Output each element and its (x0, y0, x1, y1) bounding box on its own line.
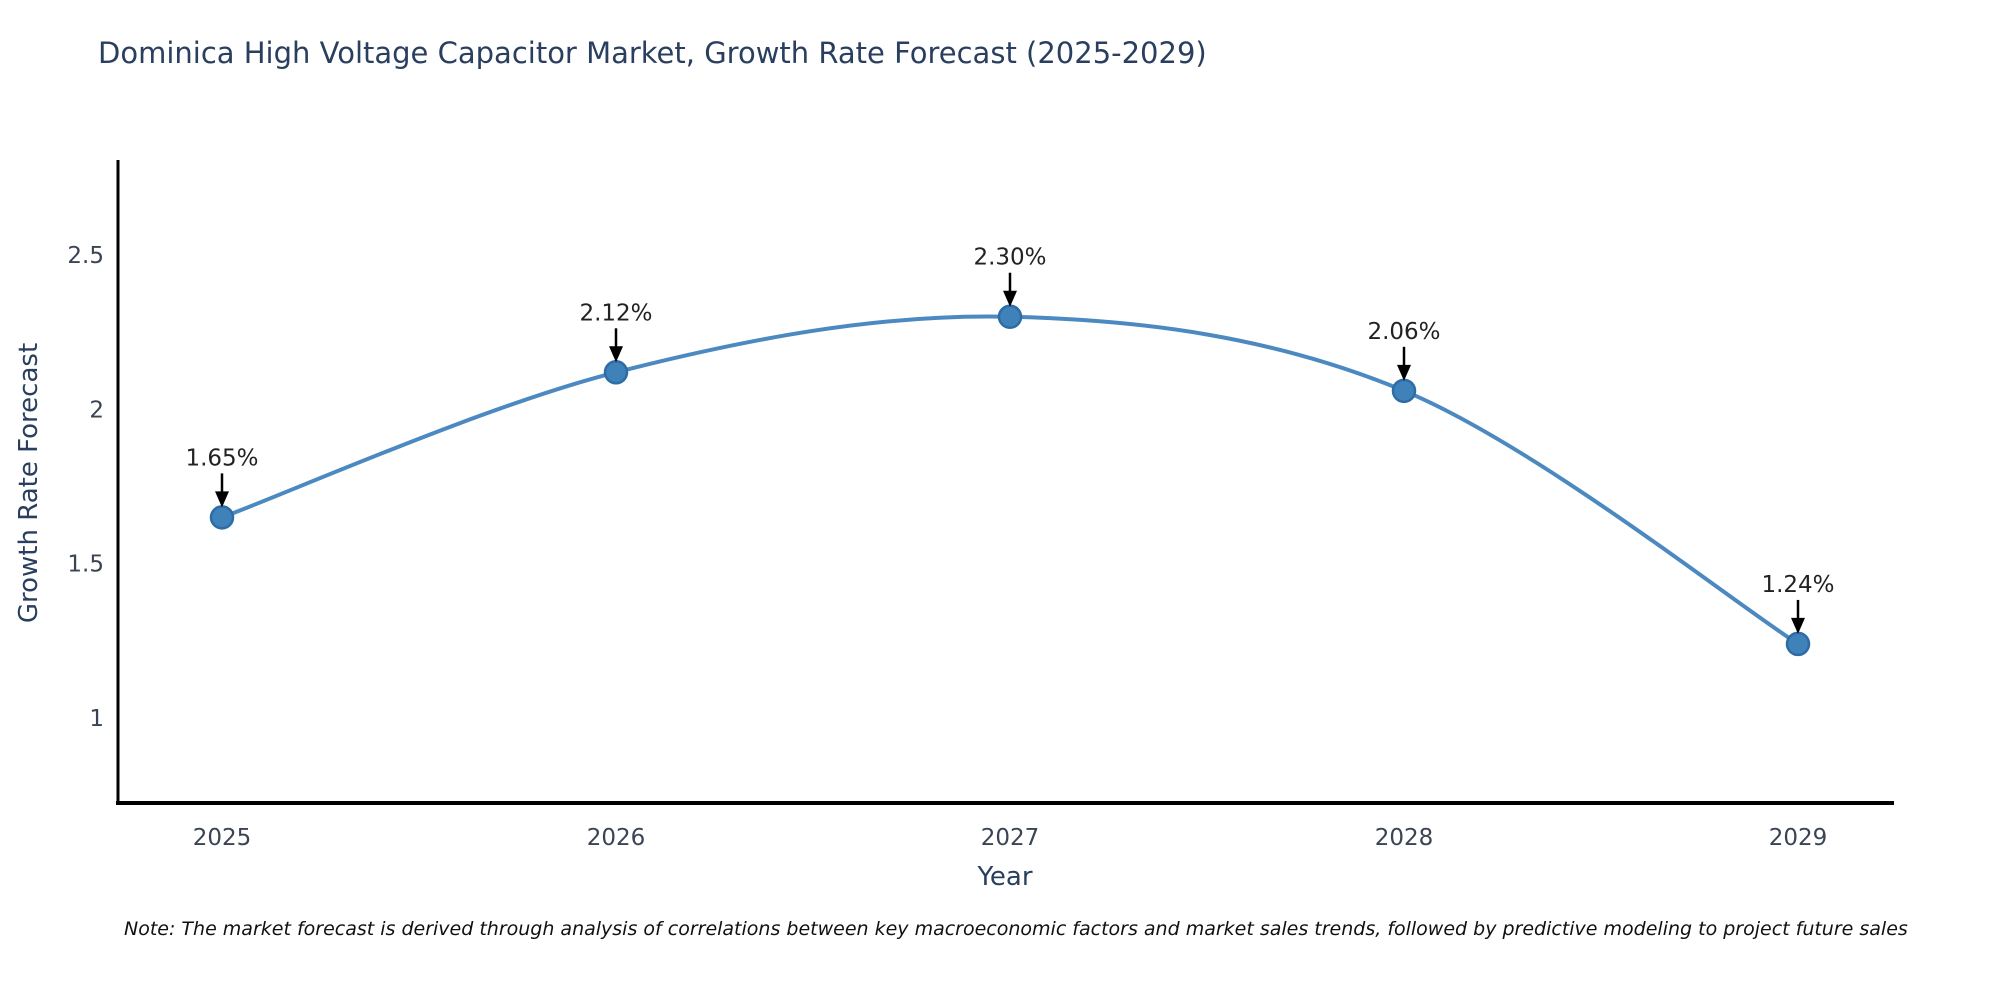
x-tick-label: 2029 (1769, 825, 1828, 851)
annotation-arrowhead (1791, 617, 1805, 634)
point-value-label: 2.30% (973, 245, 1046, 271)
chart-title: Dominica High Voltage Capacitor Market, … (98, 36, 1207, 70)
footnote: Note: The market forecast is derived thr… (124, 918, 1908, 940)
data-point-marker (1391, 378, 1417, 404)
point-value-label: 2.12% (579, 300, 652, 326)
data-point-marker (603, 360, 629, 385)
x-tick-label: 2027 (981, 825, 1040, 851)
y-tick-label: 2.5 (67, 243, 104, 269)
point-value-label: 1.65% (185, 445, 258, 471)
y-tick-label: 2 (89, 397, 104, 423)
annotation-arrowhead (1397, 364, 1411, 381)
annotation-arrowhead (215, 491, 229, 508)
data-point-marker (1785, 631, 1811, 657)
annotation-arrowhead (609, 346, 623, 363)
point-value-label: 2.06% (1367, 319, 1440, 345)
data-point-marker (997, 304, 1023, 329)
y-tick-label: 1.5 (67, 552, 104, 578)
forecast-line (220, 314, 1800, 646)
x-tick-label: 2028 (1375, 825, 1434, 851)
x-tick-label: 2026 (587, 825, 646, 851)
y-axis-title: Growth Rate Forecast (14, 342, 44, 624)
data-point-marker (209, 505, 235, 530)
annotation-arrowhead (1003, 290, 1017, 307)
x-tick-label: 2025 (193, 825, 252, 851)
x-axis-title: Year (977, 862, 1033, 892)
y-tick-label: 1 (89, 706, 104, 732)
point-value-label: 1.24% (1761, 572, 1834, 598)
